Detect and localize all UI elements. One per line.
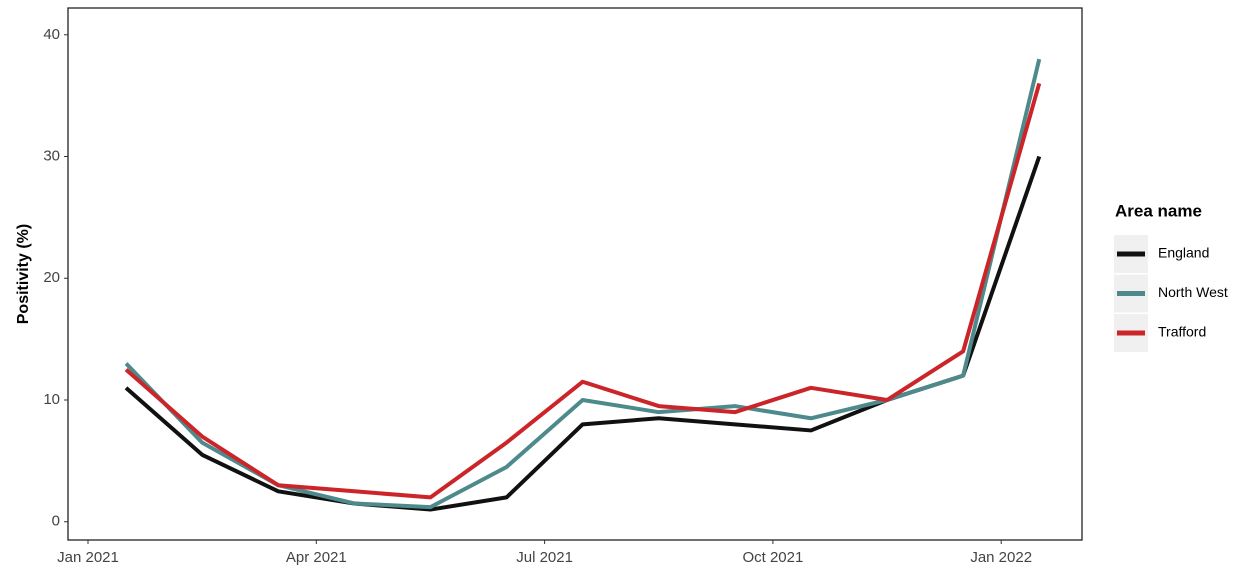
legend-label: England [1158, 245, 1209, 261]
legend-label: Trafford [1158, 324, 1206, 340]
x-tick-label: Jan 2022 [970, 549, 1032, 566]
plot-border [67, 7, 1083, 541]
x-tick-label: Oct 2021 [742, 549, 803, 566]
series-line [124, 58, 1042, 510]
x-tick-label: Apr 2021 [286, 549, 347, 566]
x-tick-label: Jan 2021 [57, 549, 119, 566]
y-tick-label: 20 [43, 269, 60, 286]
series-line [124, 155, 1042, 512]
series-line [124, 82, 1042, 500]
y-tick-label: 40 [43, 26, 60, 43]
legend-label: North West [1158, 284, 1228, 300]
y-tick-label: 0 [52, 513, 60, 530]
y-tick-label: 30 [43, 147, 60, 164]
y-axis-label: Positivity (%) [15, 224, 32, 324]
x-tick-label: Jul 2021 [516, 549, 573, 566]
y-tick-label: 10 [43, 391, 60, 408]
legend-title: Area name [1115, 201, 1202, 220]
